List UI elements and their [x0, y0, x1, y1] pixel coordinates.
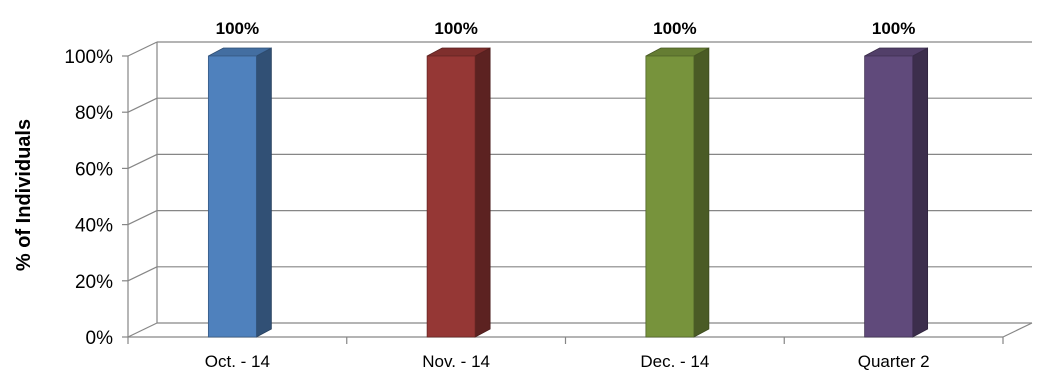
- gridline-diagonal: [127, 153, 158, 169]
- y-tick-label: 60%: [75, 159, 113, 180]
- y-tick-label: 80%: [75, 103, 113, 124]
- data-label: 100%: [216, 19, 259, 38]
- bar: [864, 47, 929, 338]
- bar-front: [426, 55, 476, 338]
- data-label: 100%: [653, 19, 696, 38]
- data-label: 100%: [434, 19, 477, 38]
- x-tick-label: Quarter 2: [858, 352, 930, 371]
- axes: [122, 42, 1033, 344]
- y-tick-label: 20%: [75, 272, 113, 293]
- floor-edge: [1002, 322, 1033, 338]
- bar: [207, 47, 272, 338]
- x-tick-label: Oct. - 14: [205, 352, 270, 371]
- bar: [645, 47, 710, 338]
- bar-side: [912, 47, 929, 338]
- gridline-diagonal: [127, 97, 158, 113]
- x-tick-label: Dec. - 14: [640, 352, 709, 371]
- bar-side: [693, 47, 710, 338]
- gridline-diagonal: [127, 266, 158, 282]
- labels: 0% 20% 40% 60% 80% 100% Oct. - 14 Nov. - 14 Dec.…: [64, 19, 929, 371]
- gridline-diagonal: [127, 322, 158, 338]
- bar-side: [255, 47, 272, 338]
- gridline-diagonal: [127, 210, 158, 226]
- bar-side: [474, 47, 491, 338]
- y-tick-label: 0%: [86, 328, 114, 349]
- bar-front: [207, 55, 257, 338]
- gridline-diagonal: [127, 41, 158, 57]
- y-tick-label: 40%: [75, 216, 113, 237]
- x-tick-label: Nov. - 14: [422, 352, 490, 371]
- data-label: 100%: [872, 19, 915, 38]
- bar-front: [864, 55, 914, 338]
- bar: [426, 47, 491, 338]
- y-tick-label: 100%: [64, 47, 113, 68]
- bar-front: [645, 55, 695, 338]
- y-axis-title: % of Individuals: [13, 119, 35, 271]
- bars: [207, 47, 929, 338]
